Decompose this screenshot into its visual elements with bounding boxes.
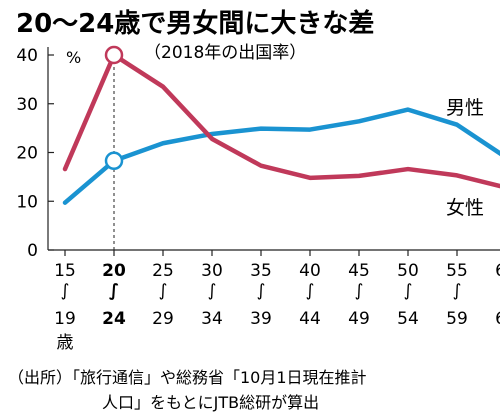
- source-note-line1: （出所）「旅行通信」や総務省「10月1日現在推計: [8, 368, 367, 387]
- x-tick-label-start: 20: [102, 261, 126, 281]
- series-label-male: 男性: [446, 97, 484, 119]
- x-tick-range-sep: ∫: [306, 281, 315, 301]
- x-tick-label-start: 30: [201, 261, 223, 281]
- series-label-female: 女性: [446, 197, 484, 219]
- x-tick-range-sep: ∫: [159, 281, 168, 301]
- x-tick-label-end: 39: [250, 309, 272, 329]
- x-tick-range-sep: ∫: [61, 281, 70, 301]
- x-tick-label-start: 25: [152, 261, 174, 281]
- x-tick-label-start: 35: [250, 261, 272, 281]
- chart-title: 20～24歳で男女間に大きな差: [16, 8, 374, 39]
- x-tick-range-sep: ∫: [355, 281, 364, 301]
- chart-subtitle: （2018年の出国率）: [144, 43, 306, 63]
- x-tick-label-end: 19: [54, 309, 76, 329]
- x-tick-label-start: 15: [54, 261, 76, 281]
- x-tick-label-end: 49: [348, 309, 370, 329]
- x-tick-range-sep: ∫: [208, 281, 217, 301]
- highlight-point-0: [104, 151, 124, 171]
- series-line-1: [62, 52, 500, 189]
- x-tick-label-end: 34: [201, 309, 223, 329]
- y-tick-label: 0: [27, 241, 38, 261]
- highlight-point-1: [104, 45, 124, 65]
- x-tick-label-end: 59: [446, 309, 468, 329]
- axes: [47, 47, 500, 251]
- y-axis-ticks: 0 10 20 30 40: [16, 46, 54, 261]
- x-tick-label-end: 29: [152, 309, 174, 329]
- x-tick-label-end: 54: [397, 309, 419, 329]
- x-tick-label-end: 64: [495, 309, 500, 329]
- source-note-line2: 人口」をもとにJTB総研が算出: [102, 393, 319, 412]
- x-tick-label-start: 55: [446, 261, 468, 281]
- x-tick-label-end: 44: [299, 309, 321, 329]
- y-tick-label: 10: [16, 192, 38, 212]
- x-tick-label-start: 45: [348, 261, 370, 281]
- x-tick-range-sep: ∫: [257, 281, 266, 301]
- x-tick-label-end: 24: [102, 309, 126, 329]
- x-tick-label-start: 50: [397, 261, 419, 281]
- x-tick-label-start: 40: [299, 261, 321, 281]
- series-lines: [62, 52, 500, 205]
- x-tick-range-sep: ∫: [404, 281, 413, 301]
- y-tick-label: 40: [16, 46, 38, 66]
- y-tick-label: 20: [16, 144, 38, 164]
- series-line-0: [62, 107, 500, 205]
- x-axis-ticks: 15∫19歳20∫2425∫2930∫3435∫3940∫4445∫4950∫5…: [54, 250, 500, 353]
- x-tick-range-sep: ∫: [109, 281, 119, 301]
- x-tick-label-unit: 歳: [57, 333, 74, 353]
- x-tick-label-start: 60: [495, 261, 500, 281]
- y-axis-unit: %: [66, 48, 81, 67]
- highlight-markers: [104, 45, 124, 171]
- y-tick-label: 30: [16, 95, 38, 115]
- x-tick-range-sep: ∫: [453, 281, 462, 301]
